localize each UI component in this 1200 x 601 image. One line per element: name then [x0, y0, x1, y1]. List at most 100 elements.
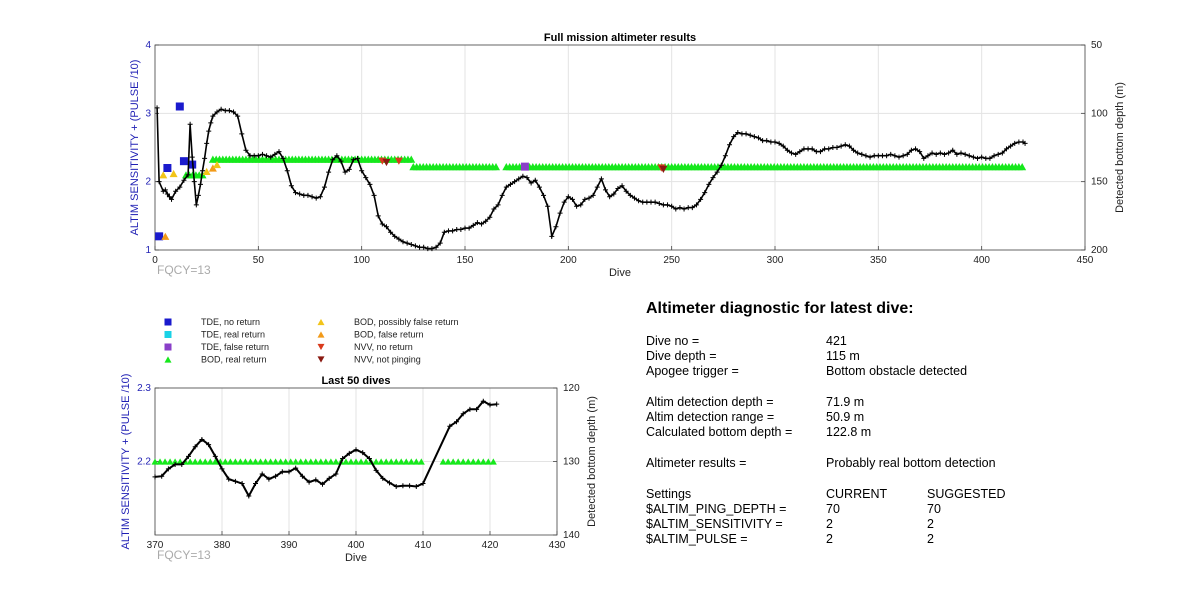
altimeter-marker	[231, 458, 239, 465]
depth-point	[413, 483, 419, 489]
depth-point	[280, 155, 286, 161]
altimeter-marker	[161, 458, 169, 465]
legend-marker	[317, 356, 325, 363]
depth-point	[693, 202, 699, 208]
depth-point	[313, 195, 319, 201]
depth-point	[900, 153, 906, 159]
depth-point	[706, 181, 712, 187]
depth-point	[342, 169, 348, 175]
depth-point	[166, 194, 172, 200]
depth-point	[793, 151, 799, 157]
depth-point	[379, 221, 385, 227]
altimeter-marker	[211, 458, 219, 465]
depth-point	[355, 155, 361, 161]
x-tick-label: 430	[549, 540, 566, 551]
depth-point	[239, 131, 245, 137]
depth-point	[429, 246, 435, 252]
depth-point	[627, 192, 633, 198]
altimeter-marker	[394, 157, 403, 165]
depth-point	[809, 146, 815, 152]
diag-label: Apogee trigger =	[646, 364, 739, 378]
depth-point	[520, 173, 526, 179]
depth-point	[400, 239, 406, 245]
depth-point	[859, 151, 865, 157]
depth-point	[565, 194, 571, 200]
altimeter-marker	[202, 167, 211, 176]
depth-point	[346, 166, 352, 172]
altimeter-marker	[252, 458, 259, 465]
altimeter-marker	[151, 458, 159, 465]
depth-point	[231, 109, 237, 115]
depth-point	[474, 406, 480, 412]
depth-point	[450, 228, 456, 234]
depth-point	[408, 242, 414, 248]
depth-point	[454, 419, 459, 425]
depth-point	[172, 461, 178, 467]
x-tick-label: 150	[457, 255, 474, 266]
depth-point	[665, 202, 671, 208]
depth-point	[202, 155, 208, 161]
altimeter-marker	[163, 164, 172, 172]
altimeter-marker	[236, 458, 244, 465]
depth-point	[636, 198, 642, 204]
settings-row: $ALTIM_PING_DEPTH = 70 70	[646, 502, 1166, 517]
altimeter-marker	[179, 157, 188, 166]
altimeter-marker	[201, 458, 209, 465]
depth-point	[458, 227, 464, 232]
last-50-dives-chart: 370 380 390 400 410 420 430 2.2 2.3 120 130 140 Last…	[120, 374, 598, 564]
depth-point	[908, 147, 914, 153]
legend-marker	[164, 318, 172, 326]
depth-point	[479, 221, 485, 227]
depth-point	[259, 151, 265, 157]
altimeter-marker	[246, 458, 254, 465]
depth-point	[842, 142, 848, 148]
depth-point	[338, 158, 344, 164]
depth-point	[152, 474, 158, 480]
altimeter-marker	[213, 160, 221, 169]
depth-point	[950, 147, 956, 153]
y-tick-label: 2.2	[137, 457, 151, 468]
depth-point	[191, 179, 197, 185]
altimeter-marker	[342, 458, 350, 465]
depth-point	[299, 473, 305, 479]
depth-point	[305, 192, 311, 198]
depth-point	[528, 180, 534, 186]
depth-point	[541, 192, 547, 198]
altimeter-marker	[322, 458, 330, 465]
depth-point	[371, 192, 377, 198]
altimeter-marker	[159, 171, 168, 179]
legend-label: NVV, not pinging	[354, 355, 421, 365]
diag-value: 50.9 m	[826, 410, 865, 424]
altimeter-marker	[1018, 163, 1027, 171]
legend-marker	[317, 331, 325, 338]
legend-label: BOD, real return	[201, 355, 267, 365]
chart-title: Full mission altimeter results	[544, 32, 696, 44]
depth-point	[512, 179, 518, 185]
depth-point	[817, 149, 823, 155]
altimeter-marker	[226, 458, 234, 465]
depth-point	[727, 142, 733, 148]
x-tick-label: 380	[214, 540, 231, 551]
depth-point	[553, 224, 559, 230]
diag-value: Probably real bottom detection	[826, 456, 996, 470]
diag-value: 115 m	[826, 349, 860, 363]
depth-point	[192, 444, 198, 450]
y-axis-label: ALTIM SENSITIVITY + (PULSE /10)	[129, 60, 141, 236]
depth-point	[937, 150, 943, 156]
depth-point	[834, 145, 840, 150]
legend-marker	[317, 318, 325, 326]
y2-tick-label: 200	[1091, 245, 1108, 256]
depth-point	[884, 153, 890, 159]
depth-point	[212, 453, 218, 459]
legend-label: NVV, no return	[354, 342, 413, 352]
depth-point	[380, 475, 386, 481]
depth-point	[826, 146, 832, 152]
depth-point	[743, 131, 749, 137]
depth-point	[681, 206, 687, 212]
depth-point	[350, 157, 356, 163]
diag-label: Altim detection range =	[646, 410, 775, 424]
altimeter-diagnostic-panel: Altimeter diagnostic for latest dive: Di…	[646, 300, 1166, 547]
depth-point	[181, 177, 187, 183]
depth-point	[177, 184, 183, 190]
altimeter-marker	[272, 458, 280, 465]
